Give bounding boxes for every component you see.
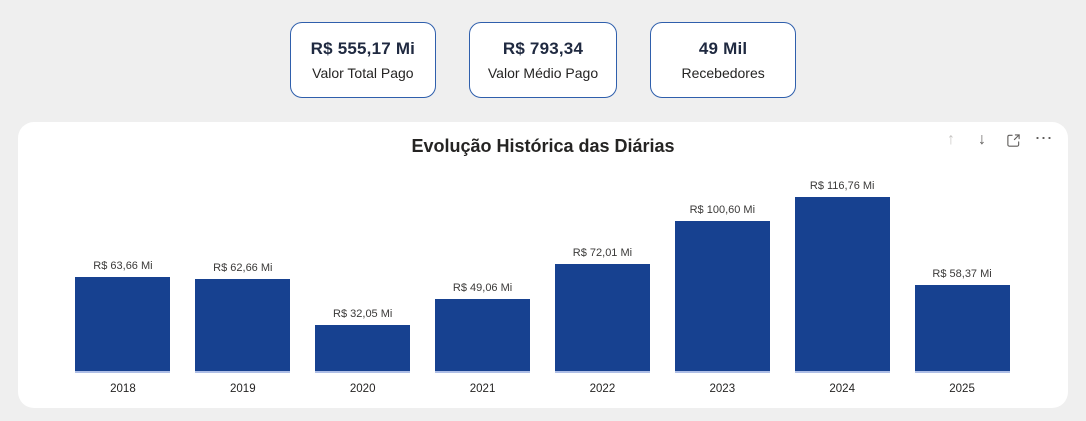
x-axis-label-2022: 2022 [589,383,616,395]
kpi-card-valor-medio-pago[interactable]: R$ 793,34 Valor Médio Pago [468,22,618,98]
bar-column-2025: R$ 58,37 Mi [902,268,1022,373]
x-axis-label-2018: 2018 [110,383,136,395]
bar-column-2024: R$ 116,76 Mi [782,180,902,373]
bar-data-label: R$ 49,06 Mi [452,282,513,294]
bar-column-2022: R$ 72,01 Mi [543,247,663,373]
bar-2018[interactable] [75,277,171,373]
x-axis-label-2019: 2019 [230,383,256,395]
bar-column-2023: R$ 100,60 Mi [662,204,782,373]
bar-2020[interactable] [315,325,411,373]
bar-column-2018: R$ 63,66 Mi [63,260,183,373]
bar-2025[interactable] [914,285,1010,373]
x-axis-label-2021: 2021 [469,383,496,395]
bar-data-label: R$ 58,37 Mi [932,268,992,280]
kpi-label: Recebedores [681,65,765,81]
x-axis-label-2024: 2024 [829,383,855,395]
bar-data-label: R$ 72,01 Mi [572,247,633,259]
x-axis: 2018 2019 2020 2021 2022 2023 2024 2025 [63,383,1022,395]
bar-data-label: R$ 32,05 Mi [333,308,393,320]
x-axis-label-2020: 2020 [349,383,376,395]
more-options-icon[interactable]: ⋯ [1034,128,1054,148]
kpi-label: Valor Total Pago [312,65,414,81]
kpi-value: 49 Mil [698,39,748,58]
chart-visual-panel: ↑ ↓ ⋯ Evolução Histórica das Diárias R$ … [18,122,1068,408]
bar-chart-plot-area: R$ 63,66 Mi R$ 62,66 Mi R$ 32,05 Mi R$ 49,0… [63,180,1022,373]
kpi-value: R$ 555,17 Mi [310,39,416,58]
bar-data-label: R$ 63,66 Mi [93,260,153,272]
bar-2022[interactable] [554,264,650,373]
x-axis-label-2023: 2023 [709,383,736,395]
kpi-card-recebedores[interactable]: 49 Mil Recebedores [650,22,797,98]
move-down-arrow-icon[interactable]: ↓ [978,131,986,148]
bar-data-label: R$ 62,66 Mi [213,262,273,274]
move-up-arrow-icon[interactable]: ↑ [947,131,955,148]
bar-data-label: R$ 116,76 Mi [809,180,875,192]
visual-header-toolbar: ↑ ↓ ⋯ [942,129,1053,151]
bar-data-label: R$ 100,60 Mi [689,204,756,216]
bar-2019[interactable] [195,279,291,373]
kpi-card-row: R$ 555,17 Mi Valor Total Pago R$ 793,34 … [0,22,1086,98]
kpi-value: R$ 793,34 [502,39,584,58]
chart-title: Evolução Histórica das Diárias [411,136,675,156]
kpi-label: Valor Médio Pago [487,65,599,81]
focus-mode-icon[interactable] [1004,131,1022,149]
bar-column-2021: R$ 49,06 Mi [423,282,543,373]
bar-2023[interactable] [674,221,770,373]
bar-2021[interactable] [435,299,531,373]
bar-column-2019: R$ 62,66 Mi [183,262,303,373]
bar-column-2020: R$ 32,05 Mi [303,308,423,373]
bar-2024[interactable] [794,197,890,373]
x-axis-label-2025: 2025 [949,383,975,395]
kpi-card-valor-total-pago[interactable]: R$ 555,17 Mi Valor Total Pago [289,22,436,98]
